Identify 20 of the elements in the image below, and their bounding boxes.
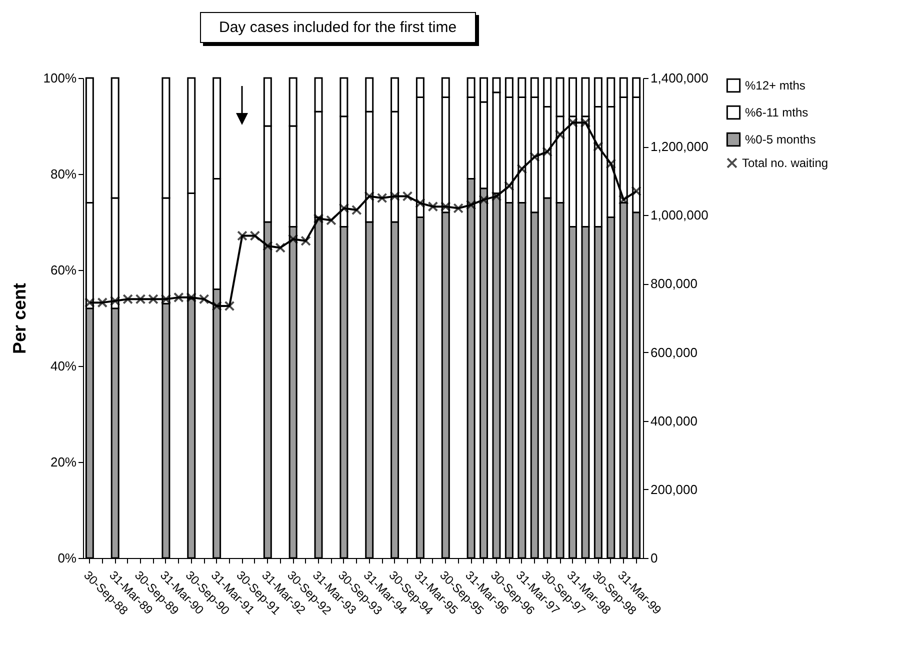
legend-label: Total no. waiting <box>742 156 828 170</box>
y2-tick-label: 1,000,000 <box>650 208 708 223</box>
y2-tick-label: 600,000 <box>650 344 698 360</box>
y-tick-label: 0% <box>58 550 77 566</box>
text: Day cases included for the first time <box>200 12 476 43</box>
y2-tick-label: 1,400,000 <box>650 70 708 86</box>
y-tick-label: 60% <box>50 262 77 278</box>
legend-label: %12+ mths <box>745 78 806 92</box>
y2-tick-label: 0 <box>650 550 658 566</box>
y2-tick-label: 1,200,000 <box>650 139 708 154</box>
y-tick-label: 80% <box>50 166 77 182</box>
y-tick-label: 40% <box>50 358 77 374</box>
legend-label: %0-5 months <box>745 132 816 146</box>
legend-label: %6-11 mths <box>745 106 808 120</box>
y-tick-label: 20% <box>50 454 77 470</box>
y-axis-title: Per cent <box>9 282 30 354</box>
y2-tick-label: 800,000 <box>650 276 698 292</box>
y2-tick-label: 400,000 <box>650 413 698 428</box>
y2-tick-label: 200,000 <box>650 482 698 497</box>
y-tick-label: 100% <box>43 70 77 86</box>
